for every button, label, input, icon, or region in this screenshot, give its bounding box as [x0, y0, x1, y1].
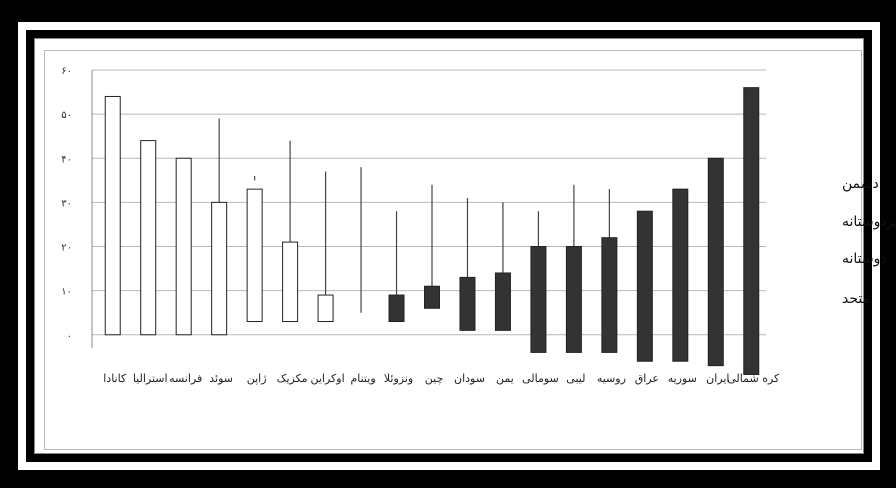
- legend-label: دوستانه: [842, 251, 887, 267]
- bar: [317, 294, 334, 323]
- y-tick-label: ۲۰: [61, 243, 72, 254]
- gridlines: [92, 69, 766, 336]
- bar: [707, 157, 724, 367]
- legend-label: متحد: [842, 291, 870, 307]
- bar: [175, 157, 192, 336]
- x-tick-label: سوئد: [209, 372, 233, 385]
- x-tick-label: لیبی: [566, 372, 585, 385]
- x-tick-label: کانادا: [103, 372, 127, 385]
- x-tick-label: عراق: [635, 372, 659, 385]
- x-tick-label: استرالیا: [133, 372, 168, 385]
- legend-label: دشمن: [842, 176, 879, 192]
- x-tick-label: ویتنام: [350, 372, 375, 385]
- bar: [743, 87, 760, 375]
- x-tick-label: چین: [425, 372, 444, 385]
- y-tick-label: ۱۰: [61, 287, 72, 298]
- bar: [388, 294, 405, 323]
- y-tick-label: ۴۰: [61, 154, 72, 165]
- legend-label: غیردوستانه: [842, 214, 896, 230]
- y-tick-label: ۳۰: [61, 198, 72, 209]
- bar: [494, 272, 511, 331]
- y-tick-labels: ۰ ۱۰ ۲۰ ۳۰ ۴۰ ۵۰ ۶۰: [61, 66, 72, 342]
- legend: دشمن غیردوستانه دوستانه متحد: [842, 176, 896, 307]
- bar: [104, 95, 121, 336]
- x-tick-label: سوریه: [668, 372, 697, 385]
- x-tick-label: اوکراین: [310, 372, 344, 385]
- bar: [530, 246, 547, 353]
- bar: [246, 188, 263, 323]
- bar: [140, 140, 157, 336]
- x-tick-label: ایران: [706, 372, 729, 385]
- bar: [282, 241, 299, 323]
- outer-frame: [18, 22, 880, 470]
- x-tick-label: کره شمالی: [727, 372, 780, 385]
- x-tick-label: ژاپن: [247, 372, 267, 385]
- x-tick-label: مکزیک: [277, 372, 308, 385]
- bar: [636, 210, 653, 362]
- bar: [211, 201, 228, 336]
- bar: [565, 246, 582, 353]
- x-tick-label: فرانسه: [169, 372, 202, 385]
- x-tick-label: سودان: [454, 372, 485, 385]
- y-tick-label: ۵۰: [61, 110, 72, 121]
- x-tick-label: یمن: [496, 372, 514, 385]
- x-tick-label: روسیه: [597, 372, 626, 385]
- y-tick-label: ۶۰: [61, 66, 72, 77]
- x-tick-label: سومالی: [522, 372, 559, 385]
- x-tick-labels: کانادا استرالیا فرانسه سوئد ژاپن مکزیک اوکراین…: [103, 372, 780, 385]
- bar: [601, 237, 618, 353]
- bar: [459, 276, 476, 331]
- bar: [424, 285, 440, 309]
- x-tick-label: ونزوئلا: [384, 372, 413, 385]
- bars: [104, 87, 760, 375]
- y-tick-label: ۰: [67, 331, 72, 342]
- bar: [672, 188, 689, 362]
